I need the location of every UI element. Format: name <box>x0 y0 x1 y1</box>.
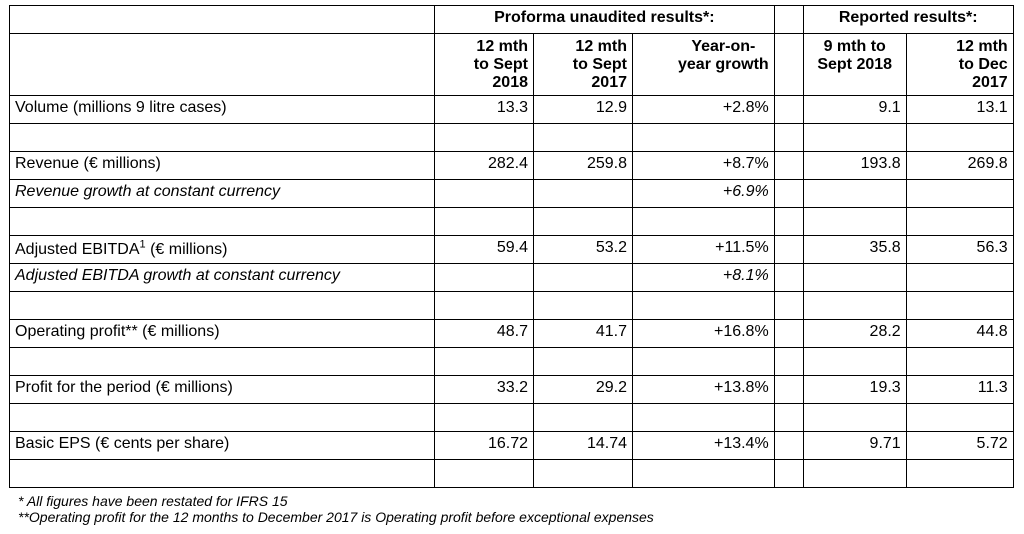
spacer-cell <box>773 151 804 180</box>
growth-cell: +2.8% <box>632 95 775 124</box>
spacer-cell <box>773 431 804 460</box>
table-row: Revenue growth at constant currency +6.9… <box>9 179 1014 208</box>
row-label-text: Adjusted EBITDA <box>15 241 140 258</box>
reported-header: Reported results*: <box>802 5 1014 34</box>
blank-row <box>9 207 1014 236</box>
table-row: Revenue (€ millions) 282.4 259.8 +8.7% 1… <box>9 151 1014 180</box>
col-header-12mth-dec-2017: 12 mth to Dec 2017 <box>905 33 1014 96</box>
footnote-marker: 1 <box>139 238 146 251</box>
value-cell: 59.4 <box>434 235 534 264</box>
row-label-ebitda: Adjusted EBITDA1 (€ millions) <box>9 235 435 264</box>
blank-row <box>9 347 1014 376</box>
col-header-line: to Dec <box>958 56 1008 73</box>
table-row: Volume (millions 9 litre cases) 13.3 12.… <box>9 95 1014 124</box>
col-header-12mth-sept-2018: 12 mth to Sept 2018 <box>434 33 534 96</box>
row-label-profit: Profit for the period (€ millions) <box>9 375 435 404</box>
col-header-yoy-growth: Year-on-year growth <box>632 33 775 96</box>
spacer-cell <box>773 95 804 124</box>
value-cell: 282.4 <box>434 151 534 180</box>
footnote-ifrs: * All figures have been restated for IFR… <box>18 493 288 509</box>
value-cell: 9.71 <box>802 431 907 460</box>
value-cell: 5.72 <box>905 431 1014 460</box>
value-cell: 29.2 <box>533 375 633 404</box>
value-cell: 14.74 <box>533 431 633 460</box>
column-header-row: 12 mth to Sept 2018 12 mth to Sept 2017 Year… <box>9 33 1014 96</box>
blank-row <box>9 403 1014 432</box>
value-cell: 41.7 <box>533 319 633 348</box>
col-header-9mth-sept-2018: 9 mth to Sept 2018 <box>802 33 907 96</box>
results-table: Proforma unaudited results*: Reported re… <box>9 5 1014 488</box>
col-header-line: to Sept <box>473 56 528 73</box>
proforma-header: Proforma unaudited results*: <box>434 5 775 34</box>
value-cell: 56.3 <box>905 235 1014 264</box>
value-cell: 269.8 <box>905 151 1014 180</box>
row-label-volume: Volume (millions 9 litre cases) <box>9 95 435 124</box>
table-row: Adjusted EBITDA1 (€ millions) 59.4 53.2 … <box>9 235 1014 264</box>
blank-row <box>9 291 1014 320</box>
spacer-cell <box>773 33 804 96</box>
growth-cell: +8.1% <box>632 263 775 292</box>
value-cell: 13.3 <box>434 95 534 124</box>
col-header-line: 2018 <box>492 74 528 91</box>
value-cell: 193.8 <box>802 151 907 180</box>
growth-cell: +8.7% <box>632 151 775 180</box>
table-row: Profit for the period (€ millions) 33.2 … <box>9 375 1014 404</box>
col-header-line: 2017 <box>591 74 627 91</box>
spacer-cell <box>773 235 804 264</box>
value-cell: 28.2 <box>802 319 907 348</box>
col-header-line: year growth <box>678 56 769 73</box>
row-label-text: (€ millions) <box>145 241 228 258</box>
group-header-row: Proforma unaudited results*: Reported re… <box>9 5 1014 34</box>
spacer-cell <box>773 319 804 348</box>
value-cell: 33.2 <box>434 375 534 404</box>
blank-row <box>9 123 1014 152</box>
col-header-line: 12 mth <box>575 38 627 55</box>
growth-cell: +13.4% <box>632 431 775 460</box>
col-header-line: to Sept <box>572 56 627 73</box>
col-header-line: 12 mth <box>476 38 528 55</box>
growth-cell: +16.8% <box>632 319 775 348</box>
col-header-line: 12 mth <box>956 38 1008 55</box>
row-label-eps: Basic EPS (€ cents per share) <box>9 431 435 460</box>
value-cell: 35.8 <box>802 235 907 264</box>
value-cell: 13.1 <box>905 95 1014 124</box>
value-cell: 48.7 <box>434 319 534 348</box>
value-cell: 19.3 <box>802 375 907 404</box>
growth-cell: +11.5% <box>632 235 775 264</box>
col-header-line: Year-on- <box>691 38 756 55</box>
table-row: Adjusted EBITDA growth at constant curre… <box>9 263 1014 292</box>
row-label-revenue: Revenue (€ millions) <box>9 151 435 180</box>
growth-cell: +13.8% <box>632 375 775 404</box>
col-header-line: Sept 2018 <box>817 56 893 73</box>
spacer-cell <box>773 375 804 404</box>
footnotes: * All figures have been restated for IFR… <box>18 493 654 525</box>
spacer-cell <box>773 5 804 34</box>
col-header-line: 9 mth to <box>823 38 886 55</box>
table-row: Operating profit** (€ millions) 48.7 41.… <box>9 319 1014 348</box>
growth-cell: +6.9% <box>632 179 775 208</box>
value-cell: 16.72 <box>434 431 534 460</box>
footnote-operating-profit: **Operating profit for the 12 months to … <box>18 509 654 525</box>
table-row: Basic EPS (€ cents per share) 16.72 14.7… <box>9 431 1014 460</box>
value-cell: 44.8 <box>905 319 1014 348</box>
row-label-operating-profit: Operating profit** (€ millions) <box>9 319 435 348</box>
blank-row <box>9 459 1014 488</box>
row-label-ebitda-cc: Adjusted EBITDA growth at constant curre… <box>9 263 435 292</box>
blank-cell <box>9 33 435 96</box>
value-cell: 259.8 <box>533 151 633 180</box>
value-cell: 53.2 <box>533 235 633 264</box>
value-cell: 9.1 <box>802 95 907 124</box>
blank-cell <box>9 5 435 34</box>
col-header-12mth-sept-2017: 12 mth to Sept 2017 <box>533 33 633 96</box>
value-cell: 12.9 <box>533 95 633 124</box>
value-cell: 11.3 <box>905 375 1014 404</box>
col-header-line: 2017 <box>972 74 1008 91</box>
row-label-revenue-cc: Revenue growth at constant currency <box>9 179 435 208</box>
